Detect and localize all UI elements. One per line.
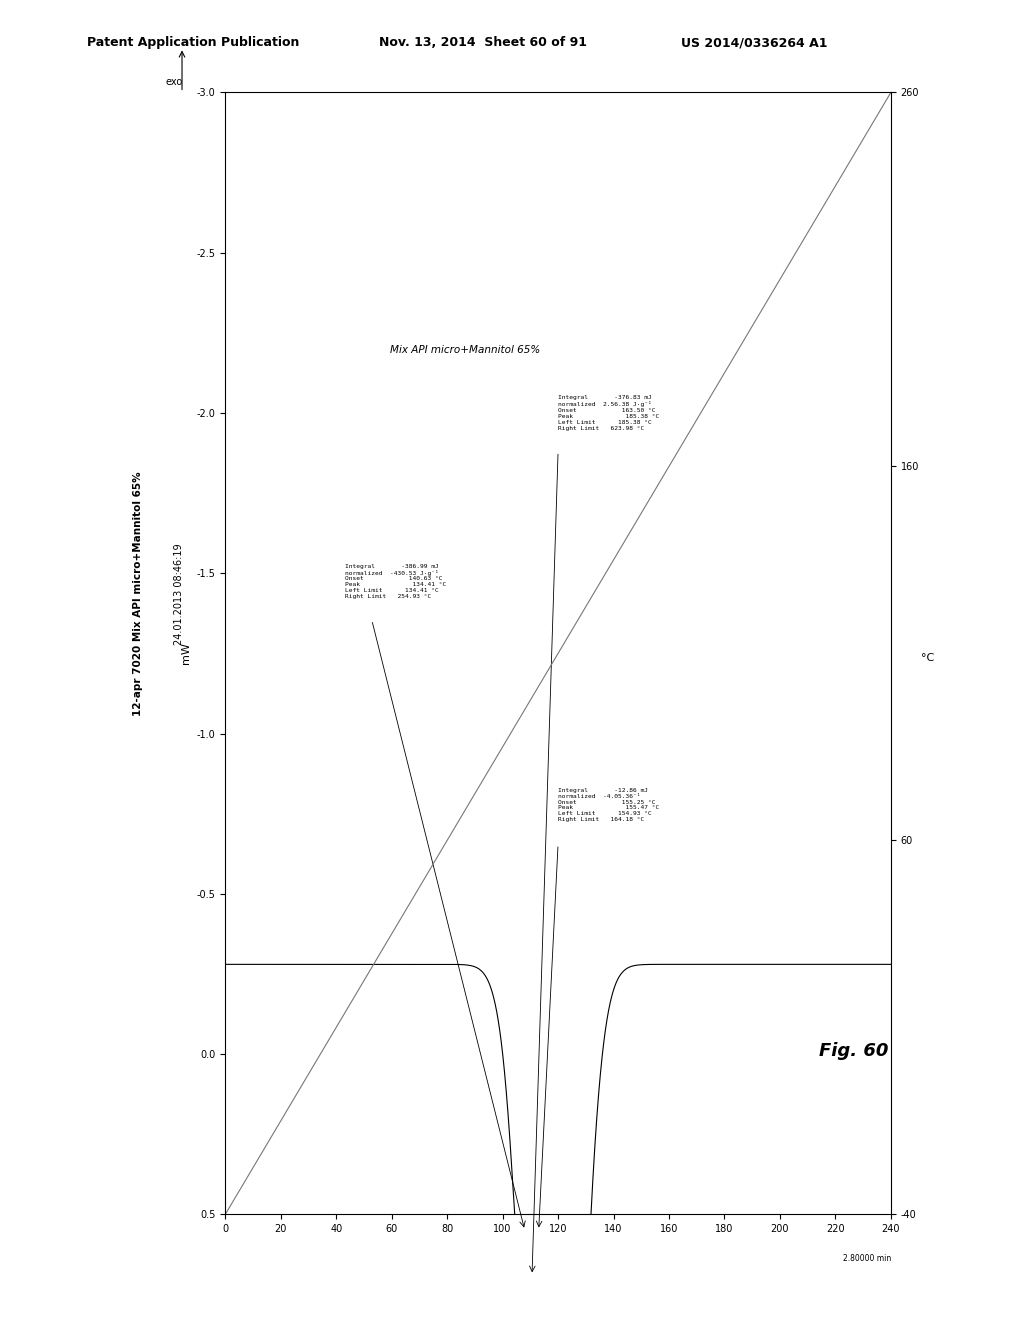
Text: Fig. 60: Fig. 60 — [819, 1041, 889, 1060]
Text: exo: exo — [166, 77, 182, 87]
Text: 2.80000 min: 2.80000 min — [843, 1254, 891, 1263]
Text: 12-apr 7020 Mix API micro+Mannitol 65%: 12-apr 7020 Mix API micro+Mannitol 65% — [133, 471, 143, 717]
Text: US 2014/0336264 A1: US 2014/0336264 A1 — [681, 36, 827, 49]
Y-axis label: °C: °C — [921, 653, 934, 664]
Text: 24.01.2013 08:46:19: 24.01.2013 08:46:19 — [174, 544, 184, 644]
Text: Integral       -386.99 mJ
normalized  -430.53 J·g⁻¹
Onset            140.63 °C
P: Integral -386.99 mJ normalized -430.53 J… — [345, 564, 446, 599]
Y-axis label: mW: mW — [181, 643, 191, 664]
Text: Patent Application Publication: Patent Application Publication — [87, 36, 299, 49]
Text: Integral       -376.83 mJ
normalized  2.56.38 J·g⁻¹
Onset            163.50 °C
P: Integral -376.83 mJ normalized 2.56.38 J… — [558, 396, 659, 430]
Text: Integral       -12.86 mJ
normalized  -4.05.36⁻¹
Onset            155.25 °C
Peak : Integral -12.86 mJ normalized -4.05.36⁻¹… — [558, 788, 659, 822]
Text: Mix API micro+Mannitol 65%: Mix API micro+Mannitol 65% — [390, 346, 540, 355]
Text: Nov. 13, 2014  Sheet 60 of 91: Nov. 13, 2014 Sheet 60 of 91 — [379, 36, 587, 49]
